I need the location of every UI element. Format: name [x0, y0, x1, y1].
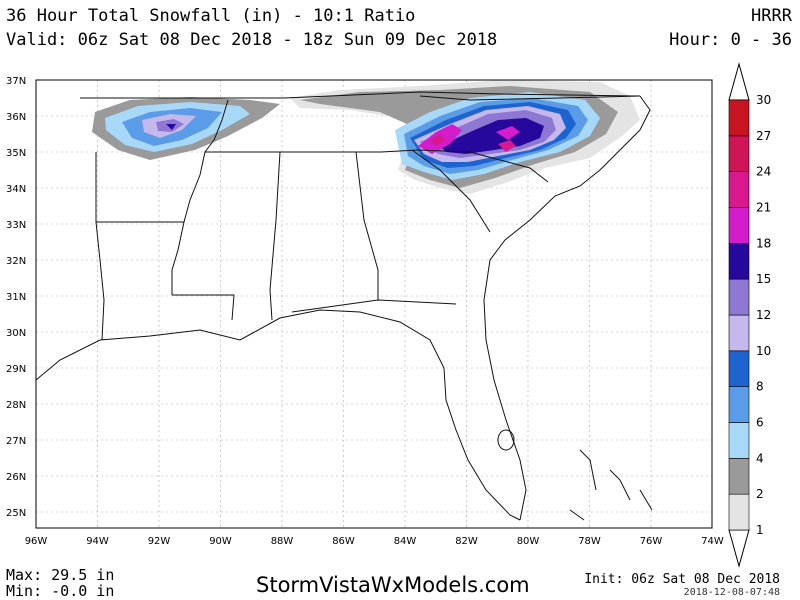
legend-swatch: [728, 422, 750, 459]
legend-level-label: 30: [756, 93, 771, 107]
lat-label: 29N: [6, 364, 26, 375]
lon-label: 84W: [394, 536, 417, 547]
legend-level-label: 2: [756, 487, 764, 501]
lon-label: 80W: [517, 536, 540, 547]
lon-label: 76W: [640, 536, 663, 547]
legend-bottom-arrow: [728, 529, 750, 568]
lon-label: 78W: [578, 536, 601, 547]
lon-label: 90W: [209, 536, 232, 547]
legend-level-label: 6: [756, 416, 764, 430]
lat-label: 30N: [6, 328, 26, 339]
legend-top-arrow: [728, 62, 750, 101]
legend-level-label: 27: [756, 129, 771, 143]
legend-swatch: [728, 386, 750, 423]
lon-label: 92W: [148, 536, 171, 547]
lat-label: 26N: [6, 472, 26, 483]
legend-swatch: [728, 243, 750, 280]
lon-label: 86W: [332, 536, 355, 547]
legend-level-label: 18: [756, 236, 771, 250]
state-boundaries: [35, 91, 651, 521]
min-value: Min: -0.0 in: [6, 582, 115, 600]
snowfall-band-east: [290, 80, 640, 194]
lon-label: 82W: [455, 536, 478, 547]
latitude-labels: 37N 36N 35N 34N 33N 32N 31N 30N 29N 28N 27N 26N 25N: [6, 76, 26, 519]
legend-level-label: 24: [756, 165, 771, 179]
legend-level-label: 21: [756, 201, 771, 215]
legend-level-label: 15: [756, 272, 771, 286]
map-title: 36 Hour Total Snowfall (in) - 10:1 Ratio: [6, 6, 416, 26]
bahamas-islands: [569, 449, 653, 521]
init-time: Init: 06z Sat 08 Dec 2018: [584, 572, 780, 587]
model-name: HRRR: [751, 6, 792, 26]
legend-level-label: 1: [756, 523, 764, 537]
legend-level-label: 12: [756, 308, 771, 322]
valid-time: Valid: 06z Sat 08 Dec 2018 - 18z Sun 09 …: [6, 30, 498, 50]
lat-label: 28N: [6, 400, 26, 411]
legend-swatch: [728, 458, 750, 495]
lon-label: 74W: [701, 536, 724, 547]
legend-swatch: [728, 278, 750, 316]
longitude-labels: 96W 94W 92W 90W 88W 86W 84W 82W 80W 78W 76W 74W: [25, 536, 724, 547]
legend-swatch: [728, 493, 750, 531]
legend-swatch: [728, 171, 750, 208]
lat-label: 25N: [6, 508, 26, 519]
legend-swatch: [728, 314, 750, 352]
lon-label: 88W: [271, 536, 294, 547]
lat-label: 35N: [6, 148, 26, 159]
lat-label: 27N: [6, 436, 26, 447]
legend-swatch: [728, 207, 750, 244]
legend-level-label: 4: [756, 451, 764, 465]
legend-level-label: 8: [756, 380, 764, 394]
forecast-hour-range: Hour: 0 - 36: [669, 30, 792, 50]
max-value: Max: 29.5 in: [6, 566, 115, 584]
lon-label: 94W: [86, 536, 109, 547]
lat-label: 31N: [6, 292, 26, 303]
website-watermark: StormVistaWxModels.com: [256, 573, 530, 597]
lat-label: 34N: [6, 184, 26, 195]
lon-label: 96W: [25, 536, 48, 547]
legend-swatch: [728, 350, 750, 387]
lat-label: 37N: [6, 76, 26, 87]
lat-label: 36N: [6, 112, 26, 123]
legend-swatch: [728, 135, 750, 172]
timestamp: 2018-12-08-07:48: [683, 587, 780, 598]
lat-label: 32N: [6, 256, 26, 267]
legend-level-label: 10: [756, 344, 771, 358]
snowfall-band-west: [92, 97, 280, 160]
lat-label: 33N: [6, 220, 26, 231]
legend-swatch: [728, 99, 750, 137]
